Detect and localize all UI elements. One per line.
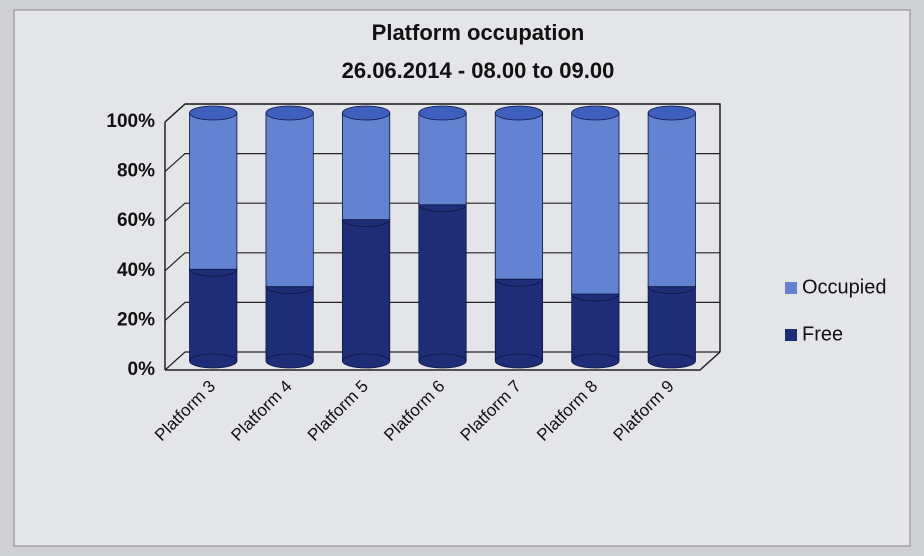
floor [165,351,721,371]
bar-segment [265,286,314,362]
cylinder-base [418,353,467,369]
cylinder-cap [494,105,544,121]
cylinder-cap [341,105,391,121]
cylinder-cap [189,105,238,121]
bar-segment [418,204,467,362]
cylinder-base [647,353,696,369]
bar-segment [571,293,620,362]
legend-swatch [785,329,797,341]
cylinder-cap [418,105,467,121]
bar-segment [341,112,391,221]
bar-segment [494,112,544,280]
y-tick-label: 20% [117,309,155,330]
bar-segment [418,112,467,206]
y-tick-label: 80% [117,161,155,182]
legend-label: Occupied [802,276,887,298]
cylinder-base [341,353,391,369]
legend-label: Free [802,323,843,345]
cylinder-base [494,353,544,369]
legend-swatch [785,282,797,294]
y-tick-label: 60% [117,210,155,231]
cylinder-base [189,353,238,369]
cylinder-cap [265,105,314,121]
cylinder-base [265,353,314,369]
bar-segment [265,112,314,288]
bar-segment [647,286,696,362]
grid-line [164,103,720,123]
bar-segment [571,112,620,295]
chart-subtitle: 26.06.2014 - 08.00 to 09.00 [342,58,615,83]
y-tick-label: 0% [128,359,156,380]
cylinder-cap [571,105,620,121]
cylinder-base [571,353,620,369]
bar-segment [189,268,238,362]
chart-title: Platform occupation [372,20,585,45]
bar-segment [341,219,391,362]
bar-segment [189,112,238,270]
bar-segment [494,278,544,362]
bar-segment [647,112,696,288]
cylinder-cap [647,105,696,121]
y-tick-label: 40% [117,260,155,281]
y-tick-label: 100% [106,111,155,132]
